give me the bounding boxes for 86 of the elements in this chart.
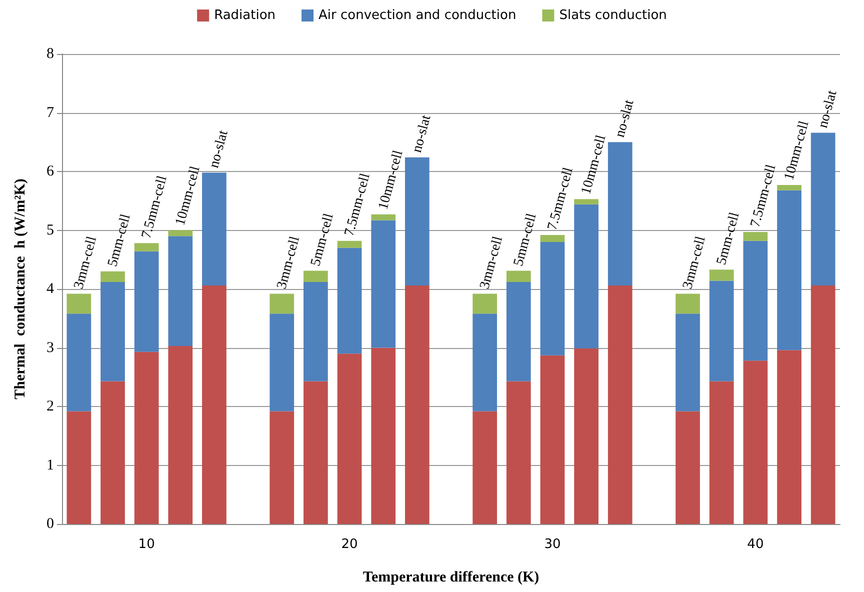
bar (608, 285, 632, 524)
bar (100, 381, 125, 524)
bar (168, 236, 193, 346)
x-tick-label: 5mm-cell (511, 212, 540, 268)
bar (337, 240, 362, 248)
bar (472, 294, 498, 314)
bar (304, 282, 328, 382)
bar (168, 346, 193, 524)
bar (777, 350, 802, 524)
y-axis-title: Thermal conductance h (W/m²K) (12, 178, 28, 400)
bar (371, 348, 396, 524)
bar (810, 132, 836, 286)
x-tick-label: 5mm-cell (105, 212, 134, 268)
x-axis-title: Temperature difference (K) (362, 570, 540, 586)
bar (371, 220, 396, 348)
x-tick-label: 3mm-cell (274, 234, 304, 291)
bar (777, 185, 802, 190)
x-tick-label: no-slat (206, 128, 232, 170)
bar (676, 314, 700, 412)
bar (743, 240, 768, 361)
bar (472, 314, 498, 412)
bar (371, 214, 396, 220)
x-tick-label: 5mm-cell (308, 212, 337, 268)
y-tick-label: 6 (46, 164, 54, 180)
bar (540, 234, 565, 242)
bar (676, 411, 700, 524)
bar (743, 232, 768, 241)
bar (270, 411, 294, 524)
bar (709, 280, 734, 382)
bar (743, 360, 768, 524)
y-tick-label: 5 (46, 222, 54, 238)
bar (304, 381, 328, 524)
legend-label: Slats conduction (559, 8, 667, 23)
bar (574, 348, 598, 524)
text: 40 (747, 537, 764, 552)
bar (506, 282, 531, 382)
bar (777, 190, 802, 350)
bar (66, 411, 92, 524)
bar (66, 294, 92, 314)
text: 10 (138, 537, 155, 552)
y-tick-label: 0 (46, 516, 54, 532)
bar (134, 243, 159, 252)
x-tick-label: no-slat (410, 114, 434, 154)
bar (168, 230, 193, 236)
bar (202, 172, 226, 286)
bar (304, 270, 328, 282)
bar (574, 204, 598, 348)
bar (337, 248, 362, 354)
y-tick-label: 2 (46, 398, 54, 414)
x-tick-label: no-slat (816, 88, 840, 130)
bar (472, 411, 498, 524)
bar (676, 294, 700, 314)
y-tick-label: 3 (46, 340, 54, 356)
bar (540, 242, 565, 356)
x-tick-label: 3mm-cell (72, 234, 100, 291)
bar (709, 381, 734, 524)
bar (66, 314, 92, 412)
x-tick-label: no-slat (612, 98, 638, 140)
bar (134, 352, 159, 524)
bar (134, 251, 159, 352)
bar (810, 285, 836, 524)
bar (100, 282, 125, 382)
bar (608, 142, 632, 286)
bar (506, 270, 531, 282)
bar (709, 270, 734, 281)
bar (270, 314, 294, 412)
text: 20 (341, 537, 358, 552)
y-tick-label: 1 (46, 457, 54, 474)
bar (202, 285, 226, 524)
bar (100, 271, 125, 282)
y-tick-label: 8 (46, 46, 54, 62)
x-tick-label: 3mm-cell (680, 234, 709, 291)
legend-label: Radiation (214, 8, 276, 23)
x-tick-label: 3mm-cell (478, 234, 506, 291)
y-tick-label: 4 (46, 281, 54, 297)
bar (506, 381, 531, 524)
bar (404, 285, 430, 524)
bar (404, 157, 430, 286)
y-tick-label: 7 (46, 104, 54, 121)
x-tick-label: 5mm-cell (714, 210, 743, 267)
bar (574, 199, 598, 204)
bar (337, 354, 362, 524)
legend-label: Air convection and conduction (318, 8, 516, 23)
text: 30 (544, 537, 561, 552)
bar (540, 355, 565, 524)
bar (270, 294, 294, 314)
